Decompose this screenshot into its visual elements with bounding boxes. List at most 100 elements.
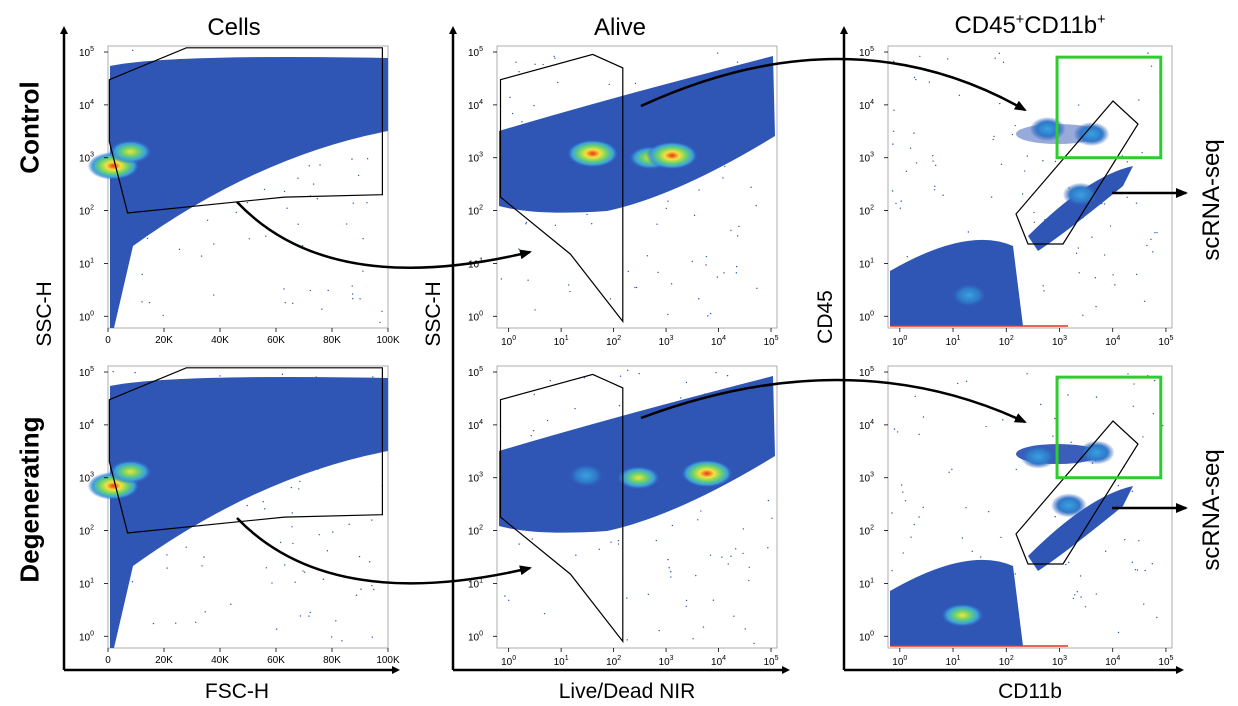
- event-dot: [279, 541, 282, 544]
- event-dot: [204, 611, 206, 613]
- event-dot: [208, 391, 211, 393]
- event-dot: [581, 119, 583, 121]
- event-dot: [230, 603, 232, 605]
- event-dot: [273, 396, 276, 399]
- y-tick-label: 101: [79, 257, 94, 270]
- event-dot: [691, 260, 694, 263]
- event-dot: [598, 548, 600, 551]
- event-dot: [1074, 594, 1076, 596]
- event-dot: [513, 524, 515, 527]
- event-dot: [218, 420, 221, 423]
- event-dot: [351, 158, 353, 160]
- y-tick-label: 100: [859, 310, 874, 323]
- event-dot: [1006, 633, 1008, 635]
- event-dot: [508, 599, 510, 602]
- x-tick-label: 104: [711, 655, 726, 668]
- event-dot: [321, 308, 323, 310]
- event-dot: [1082, 216, 1084, 219]
- event-dot: [123, 537, 126, 539]
- event-dot: [900, 484, 903, 486]
- event-dot: [514, 447, 517, 450]
- event-dot: [346, 223, 348, 225]
- event-dot: [992, 138, 994, 141]
- event-dot: [942, 314, 945, 317]
- event-dot: [1151, 563, 1153, 565]
- event-dot: [298, 114, 300, 116]
- event-dot: [249, 402, 252, 405]
- event-dot: [575, 512, 577, 515]
- event-dot: [1132, 405, 1134, 407]
- x-tick-label: 100K: [376, 655, 400, 666]
- event-dot: [290, 486, 293, 489]
- plot-panel-2-0: 100 101 102 103 104 105 100 101 102 103 104 105: [859, 45, 1174, 348]
- event-dot: [1138, 99, 1140, 101]
- event-dot: [1044, 219, 1046, 221]
- event-dot: [1024, 170, 1026, 172]
- event-dot: [961, 537, 964, 539]
- y-tick-label: 105: [79, 46, 94, 59]
- event-dot: [543, 463, 546, 465]
- gate-polygon-alive: [499, 373, 624, 644]
- event-dot: [965, 380, 968, 383]
- event-dot: [698, 189, 700, 191]
- event-dot: [619, 375, 622, 377]
- event-dot: [355, 594, 358, 596]
- event-dot: [750, 186, 752, 188]
- event-dot: [896, 431, 899, 433]
- event-dot: [1048, 226, 1050, 229]
- y-tick-label: 105: [79, 366, 94, 379]
- event-dot: [352, 202, 354, 204]
- event-dot: [358, 64, 360, 66]
- y-tick-label: 104: [79, 419, 94, 432]
- y-tick-label: 104: [79, 99, 94, 112]
- event-density-region: [1028, 166, 1133, 251]
- event-dot: [709, 136, 711, 138]
- y-tick-label: 101: [859, 257, 874, 270]
- event-dot: [148, 301, 151, 304]
- event-dot: [223, 455, 226, 457]
- event-dot: [574, 407, 576, 410]
- event-dot: [980, 556, 982, 558]
- density-peak: [568, 463, 605, 488]
- event-dot: [1084, 606, 1087, 608]
- event-dot: [1117, 484, 1120, 487]
- event-dot: [362, 270, 364, 272]
- event-dot: [1143, 300, 1146, 303]
- event-dot: [223, 394, 226, 396]
- event-dot: [626, 597, 628, 599]
- event-dot: [263, 188, 266, 191]
- event-dot: [1091, 508, 1094, 511]
- event-dot: [625, 155, 627, 157]
- event-dot: [534, 63, 536, 65]
- event-dot: [308, 615, 310, 617]
- event-dot: [928, 604, 930, 607]
- event-dot: [534, 309, 536, 311]
- event-dot: [232, 414, 235, 417]
- event-dot: [965, 507, 967, 509]
- x-tick-label: 103: [659, 335, 674, 348]
- event-dot: [656, 223, 658, 225]
- event-dot: [1070, 441, 1072, 444]
- event-dot: [1078, 207, 1081, 210]
- density-peak: [1050, 493, 1087, 518]
- event-dot: [721, 556, 723, 558]
- event-dot: [730, 555, 732, 557]
- event-density-region: [1028, 486, 1133, 571]
- event-dot: [1033, 221, 1036, 224]
- event-dot: [1134, 568, 1137, 571]
- density-peak: [940, 603, 985, 628]
- event-dot: [246, 202, 249, 204]
- event-dot: [631, 111, 633, 113]
- event-dot: [511, 112, 514, 115]
- event-dot: [619, 104, 621, 106]
- x-tick-label: 60K: [267, 655, 285, 666]
- event-dot: [292, 542, 294, 545]
- event-dot: [692, 638, 694, 640]
- event-dot: [892, 130, 895, 132]
- event-dot: [328, 397, 330, 400]
- event-dot: [716, 276, 719, 278]
- event-dot: [549, 379, 551, 382]
- event-dot: [928, 81, 931, 83]
- event-dot: [744, 628, 746, 630]
- event-dot: [736, 235, 739, 237]
